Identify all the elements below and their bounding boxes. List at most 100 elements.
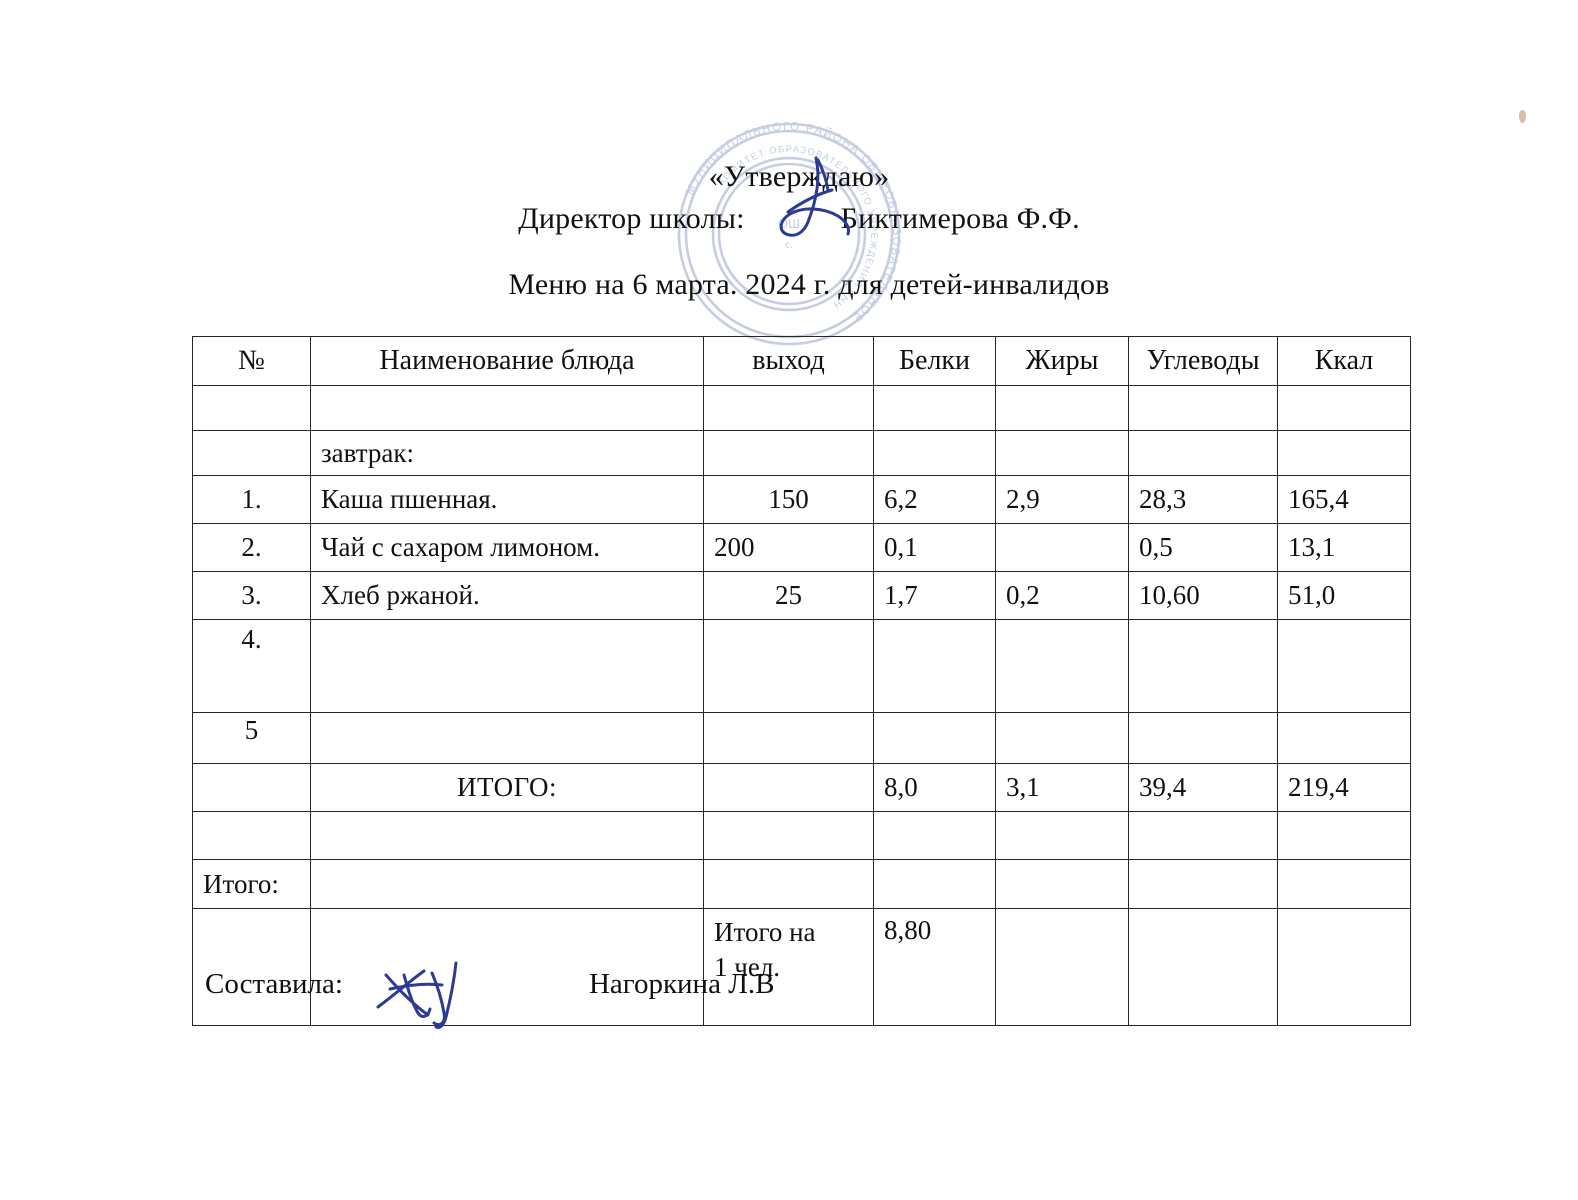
dish-carbs (1128, 712, 1278, 764)
dish-carbs (1128, 619, 1278, 713)
dish-output (703, 619, 874, 713)
director-label: Директор школы: (518, 202, 745, 235)
dish-kcal: 13,1 (1277, 523, 1411, 572)
cell-empty (1128, 385, 1278, 431)
cell-empty (1277, 385, 1411, 431)
director-name: Биктимерова Ф.Ф. (840, 202, 1080, 235)
table-row-spacer (192, 385, 1411, 431)
cell-empty (1128, 859, 1278, 909)
cell-empty (1277, 811, 1411, 860)
cell-empty (1128, 430, 1278, 476)
cell-empty (1277, 859, 1411, 909)
total-carbs: 39,4 (1128, 763, 1278, 812)
dish-fat (995, 712, 1129, 764)
row-number: 3. (192, 571, 311, 620)
dish-protein: 0,1 (873, 523, 996, 572)
cell-empty (995, 811, 1129, 860)
header-protein: Белки (873, 336, 996, 386)
row-number: 5 (192, 712, 311, 764)
row-number: 1. (192, 475, 311, 524)
table-row-total: ИТОГО: 8,0 3,1 39,4 219,4 (192, 763, 1411, 812)
dish-name (310, 712, 704, 764)
cell-empty (1277, 430, 1411, 476)
total-output (703, 763, 874, 812)
cell-empty (995, 385, 1129, 431)
cell-empty (873, 430, 996, 476)
dish-protein (873, 712, 996, 764)
dish-kcal: 51,0 (1277, 571, 1411, 620)
cell-empty (310, 908, 704, 1026)
table-row: 3. Хлеб ржаной. 25 1,7 0,2 10,60 51,0 (192, 571, 1411, 620)
dish-name: Хлеб ржаной. (310, 571, 704, 620)
cell-empty (192, 763, 311, 812)
cell-empty (703, 859, 874, 909)
table-row-per-person: Итого на 1 чел. 8,80 (192, 908, 1411, 1026)
table-row-summary: Итого: (192, 859, 1411, 909)
dish-fat (995, 619, 1129, 713)
scan-artifact (1519, 110, 1526, 123)
compiled-by-name: Нагоркина Л.В (588, 968, 775, 1000)
cell-empty (873, 385, 996, 431)
total-protein: 8,0 (873, 763, 996, 812)
per-person-label-line2: 1 чел. (714, 951, 781, 982)
cell-empty (192, 385, 311, 431)
row-number: 2. (192, 523, 311, 572)
cell-empty (995, 859, 1129, 909)
dish-output: 25 (703, 571, 874, 620)
cell-empty (310, 385, 704, 431)
header-kcal: Ккал (1277, 336, 1411, 386)
table-row: 5 (192, 712, 1411, 764)
total-label: ИТОГО: (310, 763, 704, 812)
cell-empty (192, 811, 311, 860)
dish-output (703, 712, 874, 764)
director-line: Директор школы: Биктимерова Ф.Ф. (0, 202, 1578, 236)
cell-empty (1128, 811, 1278, 860)
table-row: 1. Каша пшенная. 150 6,2 2,9 28,3 165,4 (192, 475, 1411, 524)
header-num: № (192, 336, 311, 386)
approval-label: «Утверждаю» (708, 160, 890, 193)
dish-carbs: 0,5 (1128, 523, 1278, 572)
menu-table: № Наименование блюда выход Белки Жиры Уг… (192, 336, 1411, 1026)
document-header: «Утверждаю» Директор школы: Биктимерова Ф… (0, 160, 1578, 236)
cell-empty (1128, 908, 1278, 1026)
cell-empty (703, 430, 874, 476)
table-row: 2. Чай с сахаром лимоном. 200 0,1 0,5 13… (192, 523, 1411, 572)
cell-empty (995, 430, 1129, 476)
dish-kcal (1277, 712, 1411, 764)
compiled-by-line: Составила: Нагоркина Л.В (205, 968, 774, 1001)
dish-protein: 1,7 (873, 571, 996, 620)
table-row-spacer (192, 811, 1411, 860)
cell-empty (703, 385, 874, 431)
cell-empty (703, 811, 874, 860)
dish-fat (995, 523, 1129, 572)
total-fat: 3,1 (995, 763, 1129, 812)
table-row-meal-heading: завтрак: (192, 430, 1411, 476)
dish-protein: 6,2 (873, 475, 996, 524)
header-carbs: Углеводы (1128, 336, 1278, 386)
header-dish-name: Наименование блюда (310, 336, 704, 386)
dish-name: Каша пшенная. (310, 475, 704, 524)
dish-kcal: 165,4 (1277, 475, 1411, 524)
dish-fat: 2,9 (995, 475, 1129, 524)
cell-empty (192, 908, 311, 1026)
dish-protein (873, 619, 996, 713)
menu-title: Меню на 6 марта. 2024 г. для детей-инвал… (508, 268, 1110, 301)
meal-label: завтрак: (310, 430, 704, 476)
total-kcal: 219,4 (1277, 763, 1411, 812)
svg-text:с.: с. (785, 240, 793, 251)
cell-empty (310, 859, 704, 909)
header-fat: Жиры (995, 336, 1129, 386)
dish-kcal (1277, 619, 1411, 713)
dish-name: Чай с сахаром лимоном. (310, 523, 704, 572)
dish-carbs: 28,3 (1128, 475, 1278, 524)
compiled-by-label: Составила: (205, 968, 343, 1000)
summary-label: Итого: (192, 859, 311, 909)
dish-output: 200 (703, 523, 874, 572)
header-output: выход (703, 336, 874, 386)
cell-empty (310, 811, 704, 860)
cell-empty (1277, 908, 1411, 1026)
cell-empty (995, 908, 1129, 1026)
per-person-label-line1: Итого на (714, 917, 816, 947)
per-person-label: Итого на 1 чел. (703, 908, 874, 1026)
